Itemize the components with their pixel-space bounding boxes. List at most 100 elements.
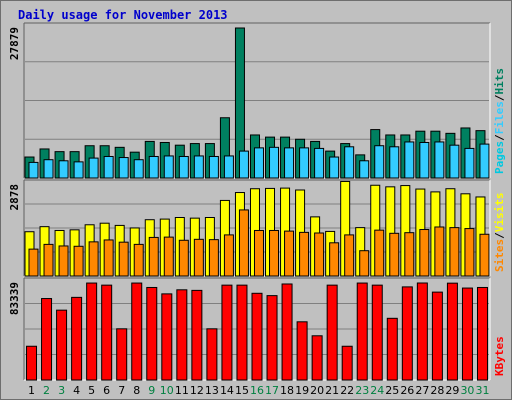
day-label-22: 22 [340, 384, 354, 397]
files-bar-day-8 [133, 159, 144, 179]
kbytes-bar-day-30 [461, 287, 473, 381]
day-label-7: 7 [118, 384, 125, 397]
day-label-27: 27 [415, 384, 429, 397]
kbytes-bar-day-26 [401, 286, 413, 381]
day-label-21: 21 [325, 384, 339, 397]
files-bar-day-4 [73, 161, 84, 179]
panel-3-ymax-label: 83339 [8, 282, 21, 315]
day-label-5: 5 [88, 384, 95, 397]
kbytes-bar-day-13 [206, 328, 218, 381]
sites-bar-day-9 [148, 236, 159, 277]
files-bar-day-26 [404, 141, 415, 179]
kbytes-bar-day-7 [116, 328, 128, 381]
files-bar-day-6 [103, 155, 114, 179]
files-bar-day-5 [88, 157, 99, 179]
day-label-28: 28 [430, 384, 444, 397]
kbytes-bar-day-20 [311, 335, 323, 381]
day-label-11: 11 [175, 384, 189, 397]
legend-entry-separator: / [493, 232, 506, 239]
kbytes-bar-day-3 [56, 309, 68, 381]
files-bar-day-12 [193, 155, 204, 179]
files-bar-day-31 [479, 143, 490, 179]
files-bar-day-7 [118, 157, 129, 179]
day-label-29: 29 [445, 384, 459, 397]
sites-bar-day-31 [479, 233, 490, 277]
day-label-30: 30 [460, 384, 474, 397]
sites-bar-day-20 [314, 232, 325, 277]
panel-2-legend: Sites/Visits [493, 193, 506, 273]
files-bar-day-24 [374, 145, 385, 179]
sites-bar-day-17 [269, 229, 280, 277]
kbytes-bar-day-21 [326, 284, 338, 381]
legend-entry-hits: Hits [493, 68, 506, 95]
files-bar-day-11 [178, 155, 189, 179]
sites-bar-day-28 [434, 226, 445, 277]
sites-bar-day-15 [238, 209, 249, 277]
files-bar-day-10 [163, 155, 174, 179]
files-bar-day-2 [43, 159, 54, 179]
day-label-4: 4 [73, 384, 80, 397]
legend-entry-visits: Visits [493, 193, 506, 233]
kbytes-bar-day-1 [26, 345, 38, 381]
sites-bar-day-25 [389, 232, 400, 277]
kbytes-bar-day-17 [266, 295, 278, 381]
sites-bar-day-6 [103, 239, 114, 277]
legend-entry-kbytes: KBytes [493, 336, 506, 376]
day-label-24: 24 [370, 384, 384, 397]
kbytes-bar-day-31 [476, 286, 488, 381]
kbytes-bar-day-27 [416, 282, 428, 381]
files-bar-day-20 [314, 147, 325, 179]
sites-bar-day-24 [374, 229, 385, 277]
legend-entry-separator: / [493, 134, 506, 141]
sites-bar-day-21 [329, 242, 340, 277]
kbytes-bar-day-9 [146, 286, 158, 381]
day-label-3: 3 [58, 384, 65, 397]
legend-entry-separator: / [493, 94, 506, 101]
day-label-16: 16 [250, 384, 264, 397]
sites-bar-day-11 [178, 239, 189, 277]
kbytes-bar-day-25 [386, 317, 398, 381]
sites-bar-day-8 [133, 243, 144, 277]
panel-2-ymax-label: 2878 [8, 184, 21, 211]
kbytes-bar-day-8 [131, 282, 143, 381]
files-bar-day-9 [148, 155, 159, 179]
day-label-8: 8 [133, 384, 140, 397]
sites-bar-day-29 [449, 227, 460, 277]
legend-entry-pages: Pages [493, 141, 506, 174]
day-label-26: 26 [400, 384, 414, 397]
sites-bar-day-26 [404, 232, 415, 277]
sites-bar-day-22 [344, 234, 355, 277]
kbytes-bar-day-29 [446, 282, 458, 381]
day-label-1: 1 [28, 384, 35, 397]
day-label-9: 9 [148, 384, 155, 397]
sites-bar-day-30 [464, 228, 475, 277]
sites-bar-day-23 [359, 250, 370, 277]
kbytes-bar-day-22 [341, 345, 353, 381]
kbytes-bar-day-6 [101, 284, 113, 381]
files-bar-day-29 [449, 144, 460, 179]
day-label-25: 25 [385, 384, 399, 397]
sites-bar-day-1 [28, 248, 39, 277]
day-label-12: 12 [190, 384, 204, 397]
files-bar-day-19 [299, 147, 310, 179]
day-label-20: 20 [310, 384, 324, 397]
sites-bar-day-18 [284, 230, 295, 277]
day-label-17: 17 [265, 384, 279, 397]
files-bar-day-22 [344, 146, 355, 179]
sites-bar-day-19 [299, 231, 310, 277]
sites-bar-day-3 [58, 245, 69, 277]
day-label-31: 31 [475, 384, 489, 397]
files-bar-day-15 [238, 150, 249, 179]
page-title: Daily usage for November 2013 [18, 8, 228, 22]
panel-3-legend: KBytes [493, 336, 506, 376]
sites-bar-day-12 [193, 238, 204, 277]
kbytes-bar-day-15 [236, 284, 248, 381]
kbytes-bar-day-2 [41, 298, 53, 381]
files-bar-day-21 [329, 156, 340, 179]
day-label-15: 15 [235, 384, 249, 397]
day-label-14: 14 [220, 384, 234, 397]
files-bar-day-3 [58, 160, 69, 179]
sites-bar-day-4 [73, 245, 84, 277]
kbytes-bar-day-23 [356, 282, 368, 381]
